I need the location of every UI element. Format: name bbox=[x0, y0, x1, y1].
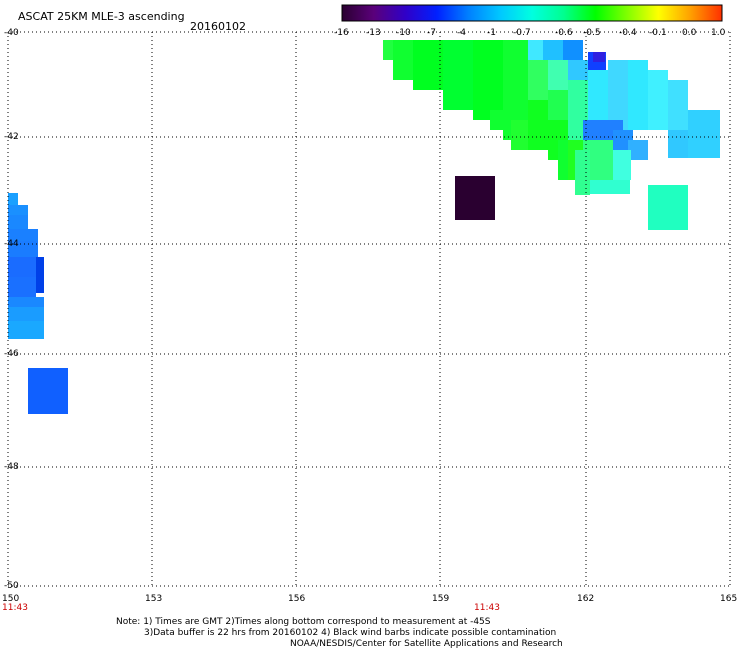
colorbar-label: -4 bbox=[457, 28, 466, 38]
colorbar-label: -7 bbox=[427, 28, 436, 38]
data-cell bbox=[490, 110, 511, 130]
data-cell bbox=[8, 229, 38, 241]
lat-tick-label: -48 bbox=[4, 462, 19, 472]
lon-tick-label: 150 bbox=[2, 594, 20, 604]
data-cell bbox=[593, 52, 605, 62]
map-title: ASCAT 25KM MLE-3 ascending bbox=[18, 10, 185, 23]
lat-tick-label: -46 bbox=[4, 349, 19, 359]
map-grid bbox=[7, 31, 731, 587]
data-cell bbox=[568, 60, 588, 80]
colorbar-label: -10 bbox=[396, 28, 411, 38]
lon-tick-label: 159 bbox=[432, 594, 450, 604]
data-cell bbox=[628, 60, 648, 130]
data-cell bbox=[473, 40, 503, 120]
colorbar-label: -0.6 bbox=[555, 28, 573, 38]
colorbar-label: -0.4 bbox=[619, 28, 637, 38]
colorbar bbox=[341, 4, 723, 22]
data-cell bbox=[8, 297, 44, 307]
data-cell bbox=[8, 277, 36, 297]
colorbar-label: -0.5 bbox=[583, 28, 601, 38]
data-cell bbox=[8, 307, 44, 321]
colorbar-label: -16 bbox=[334, 28, 349, 38]
data-cell bbox=[648, 70, 668, 130]
lat-tick-label: -40 bbox=[4, 28, 19, 38]
lat-tick-label: -44 bbox=[4, 239, 19, 249]
time-label: 11:43 bbox=[2, 603, 28, 613]
footnote-line-2: 3)Data buffer is 22 hrs from 20160102 4)… bbox=[144, 628, 557, 638]
data-cell bbox=[8, 321, 44, 339]
data-cell bbox=[648, 185, 688, 230]
data-cell bbox=[443, 40, 473, 110]
data-cell bbox=[8, 205, 28, 215]
data-cell bbox=[688, 110, 720, 158]
data-cell bbox=[28, 368, 68, 414]
data-cell bbox=[548, 60, 568, 90]
map-date: 20160102 bbox=[190, 20, 246, 33]
colorbar-label: 0.0 bbox=[682, 28, 697, 38]
data-cell bbox=[548, 90, 568, 120]
data-cell bbox=[608, 60, 628, 130]
data-cell bbox=[528, 40, 543, 60]
colorbar-strip bbox=[341, 4, 723, 22]
data-cell bbox=[393, 40, 413, 80]
data-cell bbox=[590, 180, 630, 194]
data-cell bbox=[563, 40, 583, 60]
data-cell bbox=[413, 40, 443, 90]
colorbar-label: -1 bbox=[487, 28, 496, 38]
footnote-line-1: Note: 1) Times are GMT 2)Times along bot… bbox=[116, 617, 491, 627]
lat-tick-label: -50 bbox=[4, 581, 19, 591]
footnote-line-3: NOAA/NESDIS/Center for Satellite Applica… bbox=[290, 639, 563, 649]
data-cell bbox=[528, 100, 548, 150]
data-cell bbox=[558, 140, 568, 180]
data-cell bbox=[543, 40, 563, 60]
data-swath bbox=[8, 40, 720, 414]
data-cell bbox=[511, 120, 528, 150]
data-cell bbox=[668, 80, 688, 140]
time-label: 11:43 bbox=[474, 603, 500, 613]
lat-tick-label: -42 bbox=[4, 132, 19, 142]
lon-tick-label: 156 bbox=[288, 594, 306, 604]
colorbar-label: -13 bbox=[366, 28, 381, 38]
data-cell bbox=[528, 60, 548, 100]
data-cell bbox=[588, 70, 608, 120]
data-cell bbox=[613, 150, 631, 180]
data-cell bbox=[36, 257, 44, 293]
data-cell bbox=[575, 150, 590, 195]
data-cell bbox=[668, 130, 688, 158]
data-cell bbox=[8, 193, 18, 205]
colorbar-label: -0.1 bbox=[649, 28, 667, 38]
data-cell bbox=[455, 176, 495, 220]
data-cell bbox=[8, 241, 38, 257]
data-cell bbox=[8, 215, 28, 229]
data-cell bbox=[383, 40, 393, 60]
lon-tick-label: 162 bbox=[577, 594, 595, 604]
lon-tick-label: 165 bbox=[720, 594, 738, 604]
data-cell bbox=[8, 257, 36, 277]
colorbar-label: -0.7 bbox=[513, 28, 531, 38]
data-cell bbox=[628, 140, 648, 160]
colorbar-label: 1.0 bbox=[711, 28, 726, 38]
lon-tick-label: 153 bbox=[145, 594, 163, 604]
